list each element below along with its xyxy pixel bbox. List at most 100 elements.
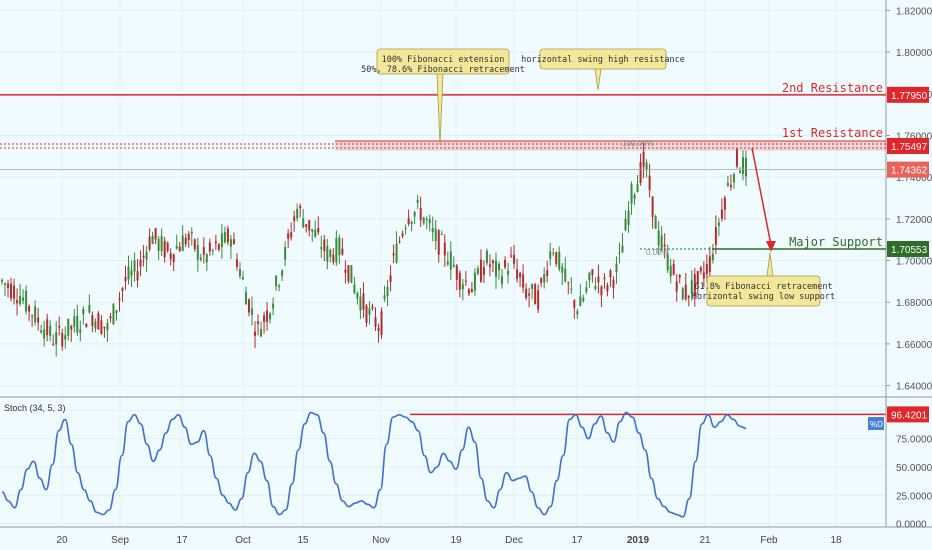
candle-body <box>419 208 422 221</box>
candle-body <box>229 239 232 247</box>
candle-body <box>157 238 160 251</box>
candle-body <box>64 334 67 340</box>
stoch-pane: Stoch (34, 5, 3) 96.4201 %D <box>0 403 929 525</box>
price-tick-label: 1.82000 <box>896 6 932 17</box>
candle-body <box>142 255 145 258</box>
candle-body <box>139 259 142 267</box>
candle-body <box>473 272 476 291</box>
candle-body <box>717 222 720 226</box>
candle-body <box>205 254 208 263</box>
candle-body <box>166 242 169 251</box>
candle-body <box>278 285 281 288</box>
annotation-swing-high: horizontal swing high resistance <box>521 48 685 91</box>
time-tick-label: Feb <box>760 535 778 546</box>
candle-body <box>540 278 543 284</box>
projection-arrow-line <box>751 147 772 246</box>
candle-body <box>16 300 19 304</box>
candle-body <box>46 319 49 336</box>
candle-body <box>344 269 347 273</box>
price-tick-label: 1.66000 <box>896 340 932 351</box>
candle-body <box>127 266 130 280</box>
candle-body <box>13 285 16 299</box>
candle-body <box>440 233 443 235</box>
candle-body <box>666 254 669 271</box>
candle-body <box>537 290 540 310</box>
candle-body <box>425 218 428 220</box>
candle-body <box>1 279 3 282</box>
candle-body <box>199 257 202 260</box>
stoch-series-badge <box>868 417 884 430</box>
fib-100-label: 100.00% <box>622 139 654 148</box>
candle-body <box>133 260 136 272</box>
first-resistance-badge <box>887 137 929 154</box>
candle-body <box>639 162 642 183</box>
candle-body <box>106 323 109 331</box>
candle-body <box>735 149 738 167</box>
candle-body <box>504 259 507 268</box>
candle-body <box>491 260 494 264</box>
candle-body <box>609 270 612 278</box>
candle-body <box>178 246 181 252</box>
candle-body <box>588 272 591 281</box>
candle-body <box>594 285 597 290</box>
candle-body <box>208 242 211 252</box>
candle-body <box>43 329 46 339</box>
candle-body <box>543 274 546 283</box>
price-tick-label: 1.68000 <box>896 298 932 309</box>
candle-body <box>323 239 326 252</box>
candle-body <box>290 232 293 238</box>
candle-body <box>175 245 178 249</box>
candle-body <box>395 243 398 263</box>
candle-body <box>519 272 522 278</box>
candle-body <box>422 217 425 224</box>
time-tick-label: 18 <box>830 535 842 546</box>
candle-body <box>657 230 660 246</box>
first-resistance-value: 1.75497 <box>891 142 928 153</box>
time-tick-label: Sep <box>111 535 129 546</box>
candle-body <box>4 283 7 285</box>
candle-body <box>470 289 473 293</box>
candle-body <box>10 283 13 299</box>
candle-body <box>651 196 654 217</box>
candle-body <box>687 295 690 298</box>
candle-body <box>377 327 380 332</box>
candle-body <box>726 183 729 186</box>
candle-body <box>223 232 226 243</box>
candle-body <box>684 284 687 300</box>
candle-body <box>678 274 681 278</box>
candle-body <box>251 308 254 315</box>
current-price-value: 1.74362 <box>891 166 928 177</box>
candle-body <box>296 208 299 219</box>
candle-body <box>624 218 627 231</box>
time-tick-label: 20 <box>56 535 68 546</box>
candle-body <box>431 227 434 233</box>
candle-body <box>612 279 615 288</box>
candle-body <box>308 220 311 231</box>
candle-body <box>374 317 377 327</box>
candle-body <box>510 255 513 257</box>
candle-body <box>389 275 392 283</box>
candle-body <box>723 197 726 210</box>
candle-body <box>79 329 82 333</box>
candle-body <box>488 264 491 267</box>
candle-body <box>398 241 401 243</box>
candle-body <box>214 241 217 244</box>
candle-body <box>124 277 127 282</box>
candle-body <box>160 235 163 251</box>
candle-body <box>362 293 365 310</box>
price-tick-label: 1.70000 <box>896 257 932 268</box>
candle-body <box>58 325 61 328</box>
candle-body <box>163 241 166 258</box>
candle-body <box>582 297 585 301</box>
candle-body <box>338 237 341 256</box>
candle-body <box>467 289 470 294</box>
candle-body <box>675 281 678 292</box>
candle-body <box>169 253 172 260</box>
candle-body <box>386 287 389 296</box>
candle-body <box>681 288 684 300</box>
stoch-title: Stoch (34, 5, 3) <box>4 403 66 413</box>
candle-body <box>220 233 223 248</box>
candle-body <box>25 290 28 312</box>
